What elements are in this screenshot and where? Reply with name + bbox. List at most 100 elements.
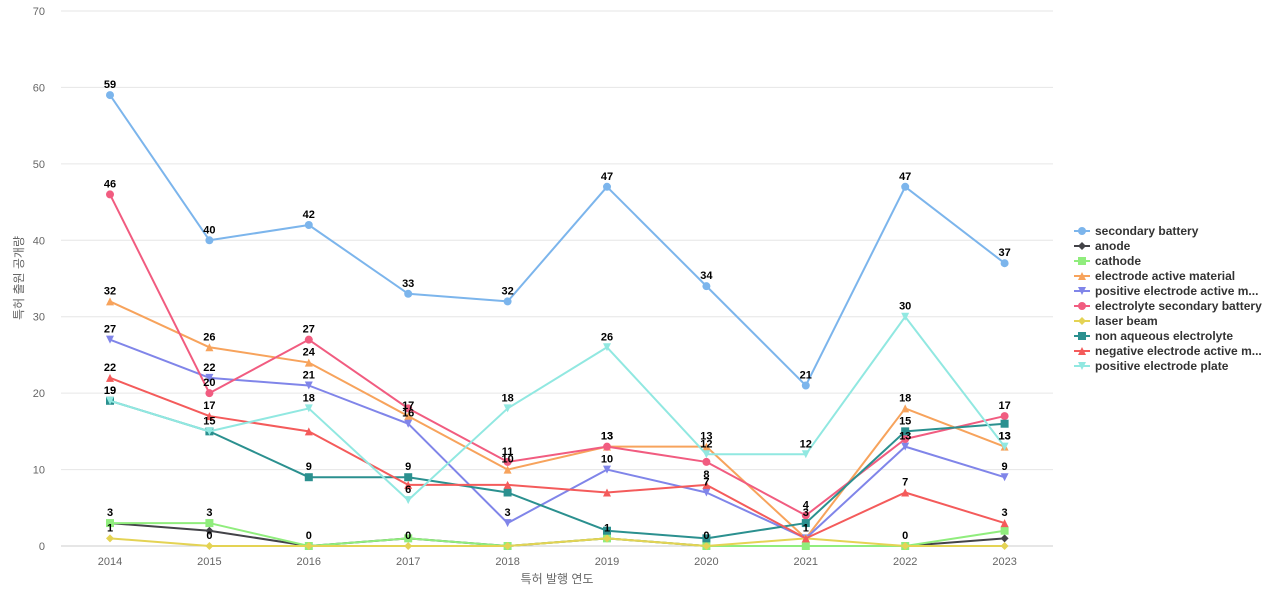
data-point xyxy=(205,542,214,550)
data-point xyxy=(1078,347,1086,355)
data-label: 17 xyxy=(203,400,215,412)
data-label: 37 xyxy=(998,247,1010,259)
data-point xyxy=(1000,473,1009,482)
data-point xyxy=(503,465,512,474)
data-point xyxy=(304,473,313,482)
series-3 xyxy=(106,297,1009,543)
y-tick-label: 0 xyxy=(39,541,45,553)
y-tick-label: 60 xyxy=(33,82,45,94)
data-point xyxy=(205,236,214,245)
data-label: 13 xyxy=(899,431,911,443)
data-point xyxy=(404,542,413,550)
legend-label: anode xyxy=(1095,239,1131,253)
data-label: 12 xyxy=(700,438,712,450)
data-point xyxy=(106,335,114,344)
series-line xyxy=(109,338,1005,540)
data-point xyxy=(205,526,214,535)
data-point xyxy=(702,480,711,489)
data-point xyxy=(603,343,611,352)
data-point xyxy=(304,381,313,390)
legend-item: positive electrode plate xyxy=(1074,359,1229,373)
legend-item: cathode xyxy=(1074,254,1141,268)
y-tick-label: 30 xyxy=(33,312,45,324)
data-point xyxy=(404,473,413,482)
data-label: 20 xyxy=(203,377,215,389)
data-point xyxy=(404,412,413,421)
data-label: 9 xyxy=(405,461,411,473)
x-tick-label: 2022 xyxy=(893,556,917,568)
data-point xyxy=(603,442,611,451)
data-point xyxy=(1000,419,1009,428)
data-point xyxy=(304,404,313,413)
data-point xyxy=(901,427,910,436)
data-label: 47 xyxy=(601,171,613,183)
data-label: 17 xyxy=(402,400,414,412)
x-tick-label: 2015 xyxy=(197,556,221,568)
data-point xyxy=(603,465,611,474)
data-label: 3 xyxy=(107,507,113,519)
data-label: 0 xyxy=(405,530,411,542)
data-label: 47 xyxy=(899,171,911,183)
data-point xyxy=(1000,534,1009,543)
data-point xyxy=(1000,526,1009,535)
data-label: 13 xyxy=(998,431,1010,443)
data-point xyxy=(801,519,810,528)
data-label: 3 xyxy=(1002,507,1008,519)
data-point xyxy=(603,488,611,497)
data-point xyxy=(1078,317,1086,325)
y-tick-label: 70 xyxy=(33,6,45,18)
series-lines xyxy=(106,91,1009,550)
data-point xyxy=(205,373,214,382)
data-point xyxy=(1078,272,1086,280)
x-axis-title: 특허 발행 연도 xyxy=(521,571,594,586)
x-tick-label: 2016 xyxy=(297,556,321,568)
series-0 xyxy=(106,91,1009,390)
legend-item: negative electrode active m... xyxy=(1074,344,1262,358)
data-point xyxy=(702,442,711,451)
legend-item: electrode active material xyxy=(1074,269,1235,283)
series-9 xyxy=(106,312,1009,505)
data-point xyxy=(503,480,512,489)
data-point xyxy=(106,91,114,100)
data-label: 0 xyxy=(306,530,312,542)
data-label: 6 xyxy=(405,484,411,496)
data-label: 27 xyxy=(104,324,116,336)
data-label: 1 xyxy=(604,522,610,534)
series-line xyxy=(109,94,1006,387)
data-point xyxy=(304,221,313,229)
data-label: 0 xyxy=(206,530,212,542)
data-point xyxy=(702,488,711,497)
data-point xyxy=(106,297,114,306)
data-point xyxy=(503,404,512,413)
data-label: 40 xyxy=(203,224,215,236)
data-point xyxy=(901,435,910,443)
data-label: 19 xyxy=(104,385,116,397)
legend-label: negative electrode active m... xyxy=(1095,344,1262,358)
data-point xyxy=(702,457,711,466)
data-point xyxy=(1078,287,1086,295)
data-label: 3 xyxy=(206,507,212,519)
data-label: 3 xyxy=(803,507,809,519)
data-point xyxy=(106,396,114,405)
legend-item: non aqueous electrolyte xyxy=(1074,329,1233,343)
data-point xyxy=(205,427,214,436)
data-point xyxy=(702,534,711,543)
data-point xyxy=(205,412,214,421)
legend-item: laser beam xyxy=(1074,314,1158,328)
y-tick-label: 20 xyxy=(33,388,45,400)
data-label: 24 xyxy=(303,347,316,359)
data-label: 13 xyxy=(700,431,712,443)
data-point xyxy=(205,343,214,352)
data-label: 46 xyxy=(104,178,116,190)
legend-item: secondary battery xyxy=(1074,224,1199,238)
data-point xyxy=(503,457,512,466)
legend-label: electrode active material xyxy=(1095,269,1235,283)
series-8 xyxy=(106,373,1009,543)
data-label: 1 xyxy=(107,522,113,534)
x-tick-label: 2017 xyxy=(396,556,420,568)
data-point xyxy=(503,542,512,550)
data-point xyxy=(503,488,512,497)
data-point xyxy=(702,542,711,550)
